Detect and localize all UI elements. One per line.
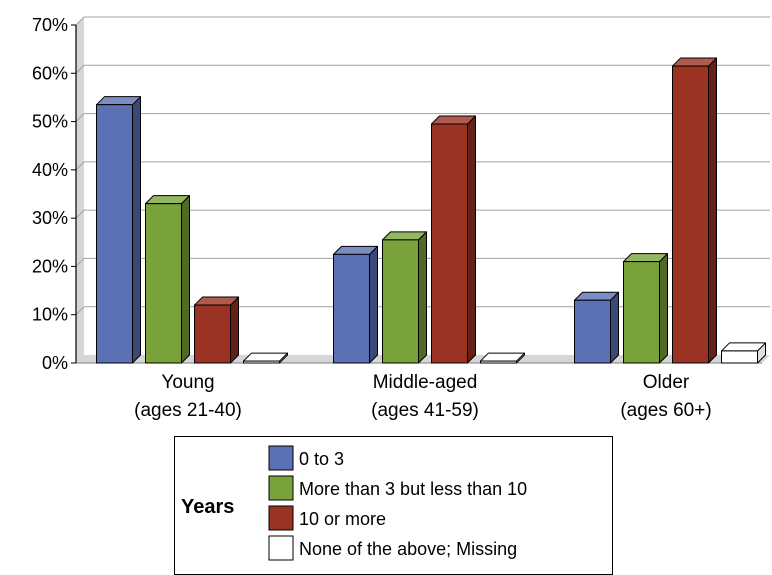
bar-2-3 [721,342,766,364]
legend-box [174,436,613,575]
bar-front [721,350,758,364]
legend-title: Years [181,496,234,518]
chart-side-wall [76,17,84,363]
bar-side [132,96,141,364]
bar-0-1 [145,195,190,364]
bar-front [574,299,611,364]
gridline-wall [75,209,85,219]
bar-side [659,253,668,364]
legend-swatch [268,475,294,501]
y-tick-label: 0% [42,353,68,373]
bar-side [610,291,619,364]
bar-top [721,342,766,352]
legend-swatch [268,535,294,561]
bar-top [480,352,525,362]
y-axis: 0% 10% 20% 30% 40% 50% 60% 70% [32,15,77,373]
x-tick-label: Middle-aged [373,372,478,393]
legend-label: 10 or more [299,509,386,529]
bar-front [333,253,370,364]
bar-0-2 [194,296,239,364]
y-tick-label: 10% [32,305,68,325]
bar-side [369,245,378,364]
bar-front [672,65,709,364]
y-tick-label: 60% [32,63,68,83]
bar-0-3 [243,352,288,364]
legend-swatch [268,505,294,531]
y-tick-label: 70% [32,15,68,35]
bar-top [333,245,378,255]
bar-side [418,231,427,364]
bar-front [431,123,468,364]
bar-1-0 [333,245,378,364]
legend-label: 0 to 3 [299,449,344,469]
bar-top [623,253,668,263]
gridline-wall [75,64,85,74]
bar-front [623,261,660,364]
x-tick-label: (ages 60+) [620,400,711,421]
bar-side [181,195,190,364]
x-tick-label: (ages 21-40) [134,400,242,421]
bar-top [382,231,427,241]
bar-front [145,203,182,364]
gridline-wall [75,161,85,171]
bar-top [431,115,476,125]
bar-front [243,360,280,364]
bar-2-1 [623,253,668,364]
gridline-wall [75,113,85,122]
bar-top [145,195,190,205]
bar-front [194,304,231,364]
gridline-wall [75,258,85,267]
bar-2-0 [574,291,619,364]
bar-1-3 [480,352,525,364]
gridline-wall [75,16,85,26]
y-tick-label: 30% [32,208,68,228]
x-tick-label: Young [161,372,214,393]
bar-top [672,57,717,67]
bar-side [467,115,476,364]
y-tick-label: 50% [32,112,68,132]
bar-front [480,360,517,364]
bar-0-0 [96,96,141,364]
bar-2-2 [672,57,717,364]
bar-front [96,104,133,364]
x-axis-labels: Young (ages 21-40) Middle-aged (ages 41-59)… [134,372,712,421]
y-tick-label: 40% [32,160,68,180]
legend-swatch [268,445,294,471]
bar-top [96,96,141,106]
legend-label: More than 3 but less than 10 [299,479,527,499]
bars [96,57,766,364]
bar-side [708,57,717,364]
legend-label: None of the above; Missing [299,539,517,559]
bar-top [243,352,288,362]
gridline-wall [75,306,85,316]
y-tick-label: 20% [32,256,68,276]
bar-1-1 [382,231,427,364]
x-tick-label: Older [643,372,690,393]
bar-top [574,291,619,301]
bar-1-2 [431,115,476,364]
x-tick-label: (ages 41-59) [371,400,479,421]
bar-front [382,239,419,364]
bar-side [230,296,239,364]
bar-top [194,296,239,306]
legend: Years 0 to 3 More than 3 but less than 10 1… [174,436,613,575]
